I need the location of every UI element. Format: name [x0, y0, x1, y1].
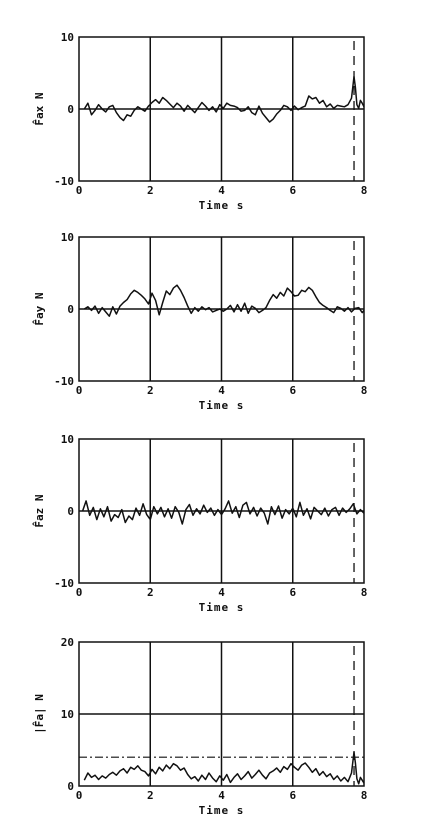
- y-tick-label: 10: [61, 31, 74, 44]
- x-tick-label: 8: [361, 384, 368, 397]
- x-axis-label: Time s: [199, 399, 245, 412]
- series-line-1: [83, 75, 365, 123]
- x-tick-label: 6: [289, 184, 296, 197]
- x-tick-label: 6: [289, 384, 296, 397]
- x-axis-label: Time s: [199, 804, 245, 817]
- x-tick-label: 2: [147, 586, 154, 599]
- x-tick-label: 4: [218, 789, 225, 802]
- x-tick-label: 2: [147, 384, 154, 397]
- x-tick-label: 6: [289, 789, 296, 802]
- x-tick-label: 2: [147, 184, 154, 197]
- x-tick-label: 0: [76, 384, 83, 397]
- y-axis-label: |F̂a| N: [32, 694, 46, 734]
- x-tick-label: 8: [361, 586, 368, 599]
- y-tick-label: 10: [61, 433, 74, 446]
- y-tick-label: 10: [61, 231, 74, 244]
- x-tick-label: 4: [218, 384, 225, 397]
- y-tick-label: 0: [67, 505, 74, 518]
- y-tick-label: 10: [61, 708, 74, 721]
- y-axis-label: F̂ax N: [32, 92, 46, 125]
- x-axis-label: Time s: [199, 199, 245, 212]
- x-tick-label: 6: [289, 586, 296, 599]
- series-line-1: [83, 284, 365, 317]
- x-tick-label: 4: [218, 184, 225, 197]
- x-tick-label: 0: [76, 789, 83, 802]
- series-line-1: [83, 751, 365, 785]
- y-tick-label: 0: [67, 780, 74, 793]
- x-tick-label: 8: [361, 184, 368, 197]
- y-tick-label: -10: [54, 175, 74, 188]
- x-axis-label: Time s: [199, 601, 245, 614]
- x-tick-label: 4: [218, 586, 225, 599]
- x-tick-label: 0: [76, 184, 83, 197]
- y-tick-label: 0: [67, 103, 74, 116]
- x-tick-label: 8: [361, 789, 368, 802]
- y-tick-label: -10: [54, 577, 74, 590]
- y-axis-label: F̂ay N: [32, 292, 46, 325]
- x-tick-label: 0: [76, 586, 83, 599]
- series-line-1: [81, 500, 365, 525]
- y-axis-label: F̂az N: [32, 494, 46, 527]
- chart-panel-4: 0 2 4 6 8 0 10 20 Time s |F̂a| N: [32, 636, 367, 817]
- y-tick-label: 0: [67, 303, 74, 316]
- x-tick-label: 2: [147, 789, 154, 802]
- y-tick-label: 20: [61, 636, 74, 649]
- y-tick-label: -10: [54, 375, 74, 388]
